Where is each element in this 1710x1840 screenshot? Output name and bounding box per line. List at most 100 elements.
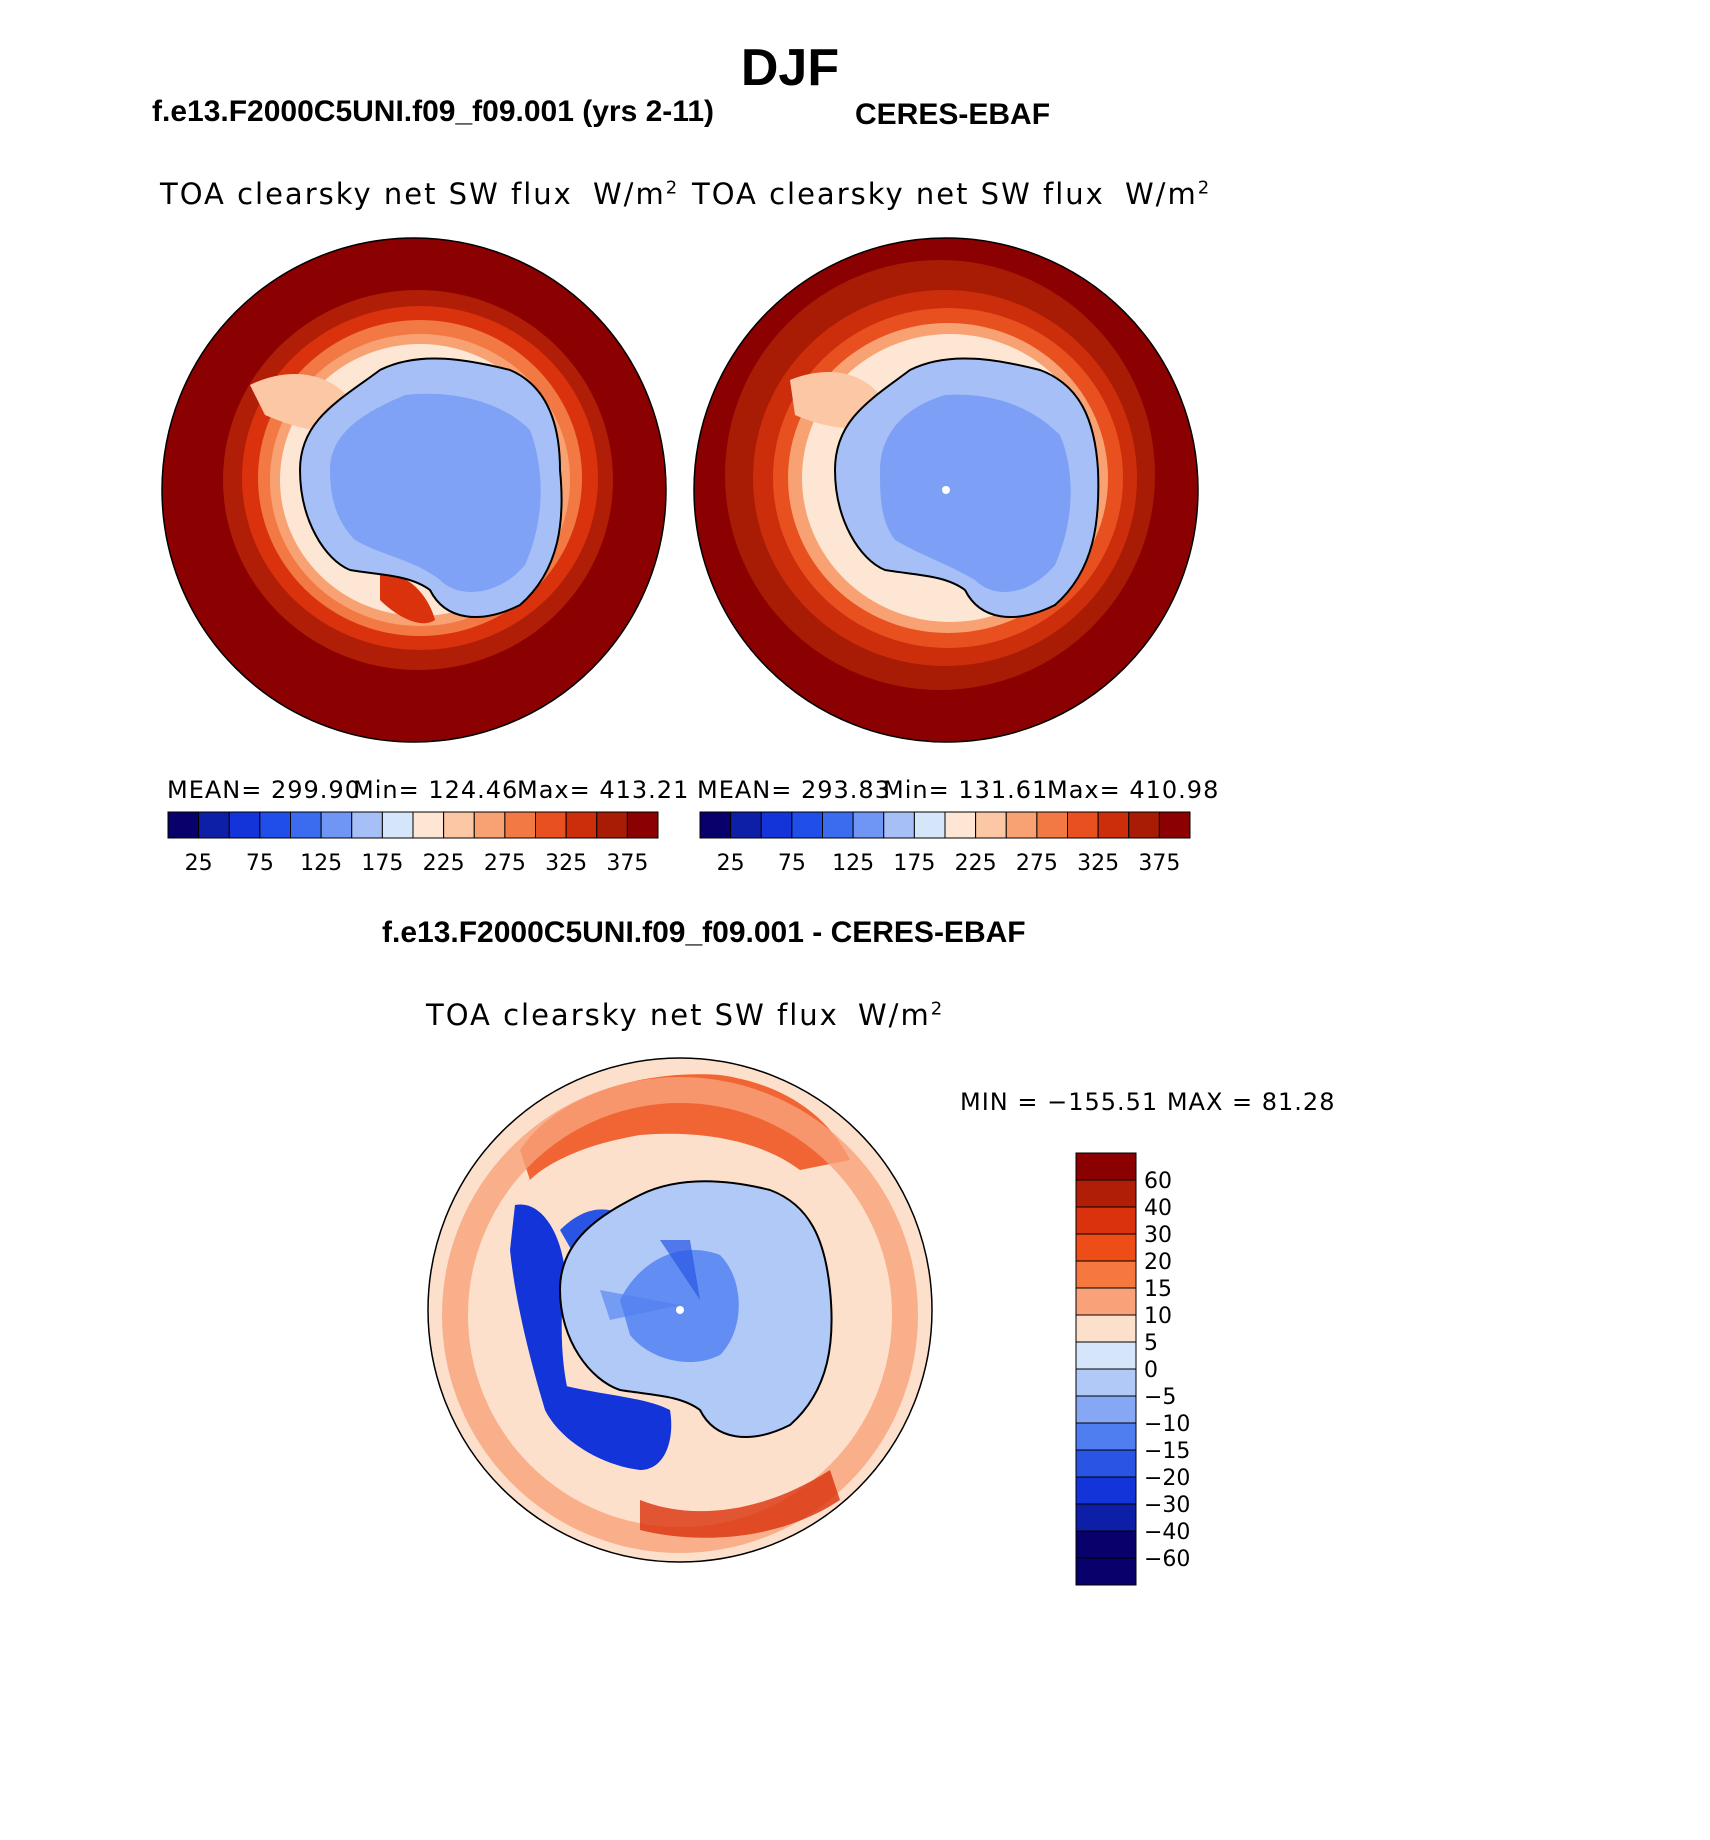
- colorbar-diff-tick-label: −5: [1144, 1385, 1176, 1410]
- colorbar-2-swatch: [1067, 811, 1099, 839]
- colorbar-diff-swatch: [1075, 1449, 1137, 1478]
- colorbar-1-tick-label: 75: [246, 851, 274, 876]
- colorbar-1-swatch: [259, 811, 291, 839]
- colorbar-1-swatch: [381, 811, 414, 839]
- diff-variable-label: TOA clearsky net SW flux: [426, 998, 839, 1032]
- colorbar-diff-swatch: [1075, 1395, 1137, 1424]
- colorbar-2-swatch: [883, 811, 915, 839]
- panel-2-case-title: CERES-EBAF: [855, 98, 1051, 131]
- colorbar-1-swatch: [565, 811, 598, 839]
- colorbar-diff-tick-label: −10: [1144, 1412, 1190, 1437]
- colorbar-diff-tick-label: −20: [1144, 1466, 1190, 1491]
- colorbar-2-swatch: [1158, 811, 1191, 839]
- colorbar-2-tick-label: 225: [955, 851, 997, 876]
- panel-2-map-border: [693, 237, 1199, 743]
- colorbar-1-swatch: [443, 811, 475, 839]
- colorbar-1: 25 75 125 175 225 275 325 375: [167, 811, 659, 876]
- colorbar-2-swatch: [1036, 811, 1068, 839]
- colorbar-2-tick-label: 125: [832, 851, 874, 876]
- colorbar-1-swatch: [198, 811, 230, 839]
- colorbar-1-swatch: [412, 811, 445, 839]
- panel-1-min: Min= 124.46: [353, 776, 519, 804]
- colorbar-diff-tick-label: 0: [1144, 1358, 1158, 1383]
- colorbar-diff-swatch: [1075, 1260, 1137, 1289]
- diff-map: [428, 1058, 932, 1562]
- colorbar-1-tick-label: 275: [484, 851, 526, 876]
- colorbar-2-swatch: [944, 811, 977, 839]
- colorbar-diff-tick-label: −30: [1144, 1493, 1190, 1518]
- colorbar-2-tick-label: 325: [1077, 851, 1119, 876]
- colorbar-diff-tick-label: −40: [1144, 1520, 1190, 1545]
- colorbar-1-tick-label: 325: [545, 851, 587, 876]
- panel-1-unit-label: W/m2: [593, 177, 680, 211]
- colorbar-1-swatch: [504, 811, 536, 839]
- diff-map-border: [427, 1057, 933, 1563]
- colorbar-1-swatch: [228, 811, 261, 839]
- colorbar-diff-swatch: [1075, 1152, 1137, 1181]
- colorbar-diff-swatch: [1075, 1287, 1137, 1316]
- colorbar-2-tick-label: 375: [1138, 851, 1180, 876]
- colorbar-diff-swatch: [1075, 1476, 1137, 1505]
- colorbar-diff-swatch: [1075, 1179, 1137, 1208]
- colorbar-1-swatch: [351, 811, 383, 839]
- colorbar-diff-tick-label: 20: [1144, 1250, 1172, 1275]
- colorbar-1-tick-label: 175: [361, 851, 403, 876]
- colorbar-2-swatch: [699, 811, 732, 839]
- panel-2-unit-label: W/m2: [1125, 177, 1212, 211]
- colorbar-diff-swatch: [1075, 1233, 1137, 1262]
- colorbar-2-swatch: [1005, 811, 1038, 839]
- colorbar-2-tick-label: 25: [717, 851, 745, 876]
- main-title: DJF: [740, 39, 840, 97]
- colorbar-diff-swatch: [1075, 1368, 1137, 1397]
- colorbar-1-swatch: [167, 811, 200, 839]
- colorbar-2-swatch: [852, 811, 885, 839]
- colorbar-2-swatch: [791, 811, 823, 839]
- panel-1-case-title: f.e13.F2000C5UNI.f09_f09.001 (yrs 2-11): [152, 95, 715, 128]
- panel-2-map: [694, 238, 1198, 742]
- colorbar-2: 25 75 125 175 225 275 325 375: [699, 811, 1191, 876]
- colorbar-diff-swatch: [1075, 1557, 1137, 1586]
- colorbar-1-tick-label: 125: [300, 851, 342, 876]
- panel-1-mean: MEAN= 299.90: [167, 776, 361, 804]
- colorbar-diff-tick-label: 5: [1144, 1331, 1158, 1356]
- colorbar-diff-tick-label: 60: [1144, 1169, 1172, 1194]
- diff-minmax: MIN = −155.51 MAX = 81.28: [960, 1088, 1336, 1116]
- colorbar-2-swatch: [730, 811, 762, 839]
- colorbar-2-tick-label: 275: [1016, 851, 1058, 876]
- colorbar-diff-swatch: [1075, 1503, 1137, 1532]
- colorbar-diff-tick-label: −60: [1144, 1547, 1190, 1572]
- colorbar-2-swatch: [1128, 811, 1160, 839]
- colorbar-diff-swatch: [1075, 1314, 1137, 1343]
- colorbar-diff-tick-label: 15: [1144, 1277, 1172, 1302]
- panel-1-max: Max= 413.21: [517, 776, 690, 804]
- colorbar-diff-tick-label: 40: [1144, 1196, 1172, 1221]
- colorbar-1-swatch: [626, 811, 659, 839]
- colorbar-2-swatch: [822, 811, 854, 839]
- colorbar-2-swatch: [913, 811, 946, 839]
- colorbar-1-tick-label: 375: [606, 851, 648, 876]
- colorbar-1-swatch: [596, 811, 628, 839]
- panel-2-mean: MEAN= 293.83: [697, 776, 891, 804]
- colorbar-diff-tick-label: 10: [1144, 1304, 1172, 1329]
- colorbar-1-swatch: [535, 811, 567, 839]
- colorbar-diff-swatch: [1075, 1206, 1137, 1235]
- panel-2-max: Max= 410.98: [1047, 776, 1220, 804]
- colorbar-2-swatch: [975, 811, 1007, 839]
- diff-unit-label: W/m2: [858, 998, 945, 1032]
- diff-case-title: f.e13.F2000C5UNI.f09_f09.001 - CERES-EBA…: [382, 916, 1026, 949]
- panel-1-map-border: [161, 237, 667, 743]
- colorbar-diff-swatch: [1075, 1422, 1137, 1451]
- colorbar-diff-swatch: [1075, 1341, 1137, 1370]
- colorbar-2-swatch: [1097, 811, 1130, 839]
- panel-2-min: Min= 131.61: [883, 776, 1049, 804]
- colorbar-1-tick-label: 25: [185, 851, 213, 876]
- colorbar-2-tick-label: 75: [778, 851, 806, 876]
- panel-1-map: [162, 238, 666, 742]
- panel-1-variable-label: TOA clearsky net SW flux: [160, 177, 573, 211]
- colorbar-2-tick-label: 175: [893, 851, 935, 876]
- colorbar-1-swatch: [473, 811, 506, 839]
- colorbar-1-swatch: [290, 811, 322, 839]
- colorbar-1-swatch: [320, 811, 353, 839]
